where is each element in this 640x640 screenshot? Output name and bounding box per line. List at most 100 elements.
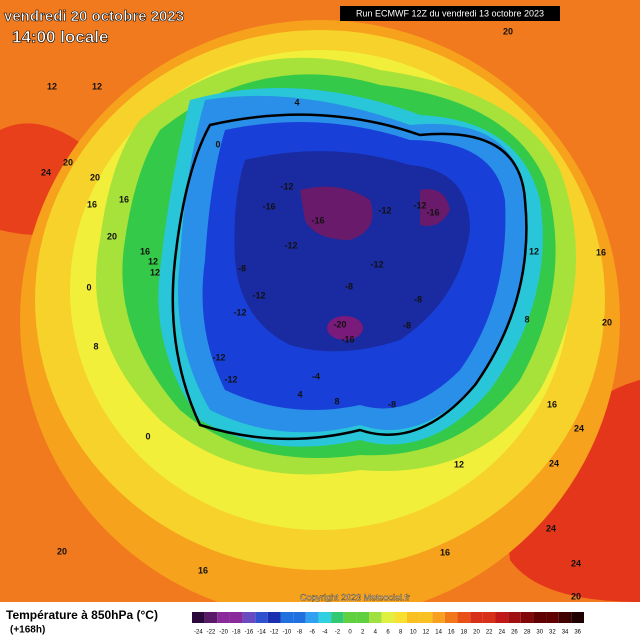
- colorbar-tick-label: 16: [448, 630, 455, 636]
- colorbar-tick-label: 26: [511, 630, 518, 636]
- contour-label: 16: [547, 399, 557, 409]
- colorbar-tick-label: 32: [549, 630, 556, 636]
- contour-label: -12: [413, 200, 426, 210]
- contour-label: 16: [198, 565, 208, 575]
- colorbar-tick-label: -6: [309, 630, 315, 636]
- colorbar-cell: [470, 612, 483, 623]
- contour-label: 16: [440, 547, 450, 557]
- contour-label: -8: [403, 320, 411, 330]
- colorbar-tick-label: 0: [348, 630, 352, 636]
- colorbar-tick-label: 22: [486, 630, 493, 636]
- colorbar-cell: [204, 612, 218, 623]
- colorbar-cell: [293, 612, 306, 623]
- contour-label: -20: [333, 319, 346, 329]
- colorbar-tick-label: -8: [297, 630, 303, 636]
- colorbar-tick-label: 14: [435, 630, 442, 636]
- contour-label: -12: [212, 352, 225, 362]
- contour-label: 0: [86, 282, 91, 292]
- colorbar-cell: [255, 612, 268, 623]
- colorbar-tick-label: -20: [219, 630, 228, 636]
- colorbar-cell: [229, 612, 243, 623]
- colorbar: -24 -22 -20 -18 -16 -14 -12 -10 -8 -6 -4 -2 0 2 4 6 8 10 1…: [192, 612, 584, 636]
- colorbar-cell: [369, 612, 382, 623]
- contour-label: -12: [252, 290, 265, 300]
- colorbar-tick-label: -2: [335, 630, 341, 636]
- contour-label: 8: [524, 314, 529, 324]
- colorbar-tick-label: -16: [245, 630, 254, 636]
- colorbar-cell: [305, 612, 319, 623]
- colorbar-cell: [533, 612, 547, 623]
- contour-label: 24: [571, 558, 581, 568]
- colorbar-cell: [242, 612, 256, 623]
- colorbar-cell: [280, 612, 294, 623]
- colorbar-cell: [192, 612, 205, 623]
- contour-label: 20: [63, 157, 73, 167]
- contour-label: -8: [388, 399, 396, 409]
- contour-label: 24: [549, 458, 559, 468]
- contour-label: 12: [148, 256, 158, 266]
- temperature-field: [0, 0, 640, 620]
- colorbar-tick-label: -10: [283, 630, 292, 636]
- colorbar-cell: [419, 612, 433, 623]
- copyright: Copyright 2023 Meteociel.fr: [300, 592, 410, 602]
- colorbar-cell: [331, 612, 344, 623]
- colorbar-tick-label: 28: [524, 630, 531, 636]
- run-box: [340, 6, 560, 21]
- colorbar-cell: [457, 612, 471, 623]
- contour-label: -12: [378, 205, 391, 215]
- run-info: Run ECMWF 12Z du vendredi 13 octobre 202…: [356, 8, 544, 18]
- colorbar-tick-label: 24: [498, 630, 505, 636]
- colorbar-tick-label: -22: [207, 630, 216, 636]
- colorbar-cell: [217, 612, 230, 623]
- contour-label: 12: [150, 267, 160, 277]
- legend-title: Température à 850hPa (°C): [6, 608, 158, 622]
- contour-label: 8: [93, 341, 98, 351]
- contour-label: -16: [426, 207, 439, 217]
- contour-label: 24: [41, 167, 51, 177]
- colorbar-tick-label: 36: [574, 630, 581, 636]
- colorbar-cell: [520, 612, 534, 623]
- contour-label: -4: [312, 371, 320, 381]
- contour-label: -16: [262, 201, 275, 211]
- colorbar-cell: [546, 612, 559, 623]
- contour-label: 0: [215, 139, 220, 149]
- legend-lead: (+168h): [10, 625, 45, 636]
- contour-label: 4: [297, 389, 302, 399]
- colorbar-tick-label: -18: [232, 630, 241, 636]
- contour-label: -12: [284, 240, 297, 250]
- contour-label: -16: [341, 334, 354, 344]
- colorbar-tick-label: -14: [257, 630, 266, 636]
- contour-label: 20: [57, 546, 67, 556]
- colorbar-cell: [571, 612, 584, 623]
- contour-label: -12: [370, 259, 383, 269]
- colorbar-cell: [381, 612, 395, 623]
- contour-label: -8: [238, 263, 246, 273]
- colorbar-cell: [432, 612, 445, 623]
- colorbar-tick-label: 18: [461, 630, 468, 636]
- contour-label: 12: [47, 81, 57, 91]
- contour-label: 20: [503, 26, 513, 36]
- contour-label: -16: [311, 215, 324, 225]
- colorbar-cell: [508, 612, 521, 623]
- contour-label: 4: [294, 97, 299, 107]
- contour-label: 16: [119, 194, 129, 204]
- colorbar-cell: [406, 612, 420, 623]
- colorbar-cell: [267, 612, 281, 623]
- contour-label: -8: [345, 281, 353, 291]
- contour-label: 16: [140, 246, 150, 256]
- contour-label: 20: [90, 172, 100, 182]
- colorbar-cell: [343, 612, 357, 623]
- colorbar-tick-label: 34: [562, 630, 569, 636]
- colorbar-tick-label: 10: [410, 630, 417, 636]
- colorbar-cell: [394, 612, 407, 623]
- colorbar-tick-label: 20: [473, 630, 480, 636]
- forecast-date: vendredi 20 octobre 2023: [4, 8, 184, 25]
- colorbar-tick-label: 4: [374, 630, 378, 636]
- contour-label: 20: [107, 231, 117, 241]
- colorbar-cell: [318, 612, 332, 623]
- colorbar-cell: [356, 612, 370, 623]
- colorbar-tick-label: -4: [322, 630, 328, 636]
- contour-label: 16: [87, 199, 97, 209]
